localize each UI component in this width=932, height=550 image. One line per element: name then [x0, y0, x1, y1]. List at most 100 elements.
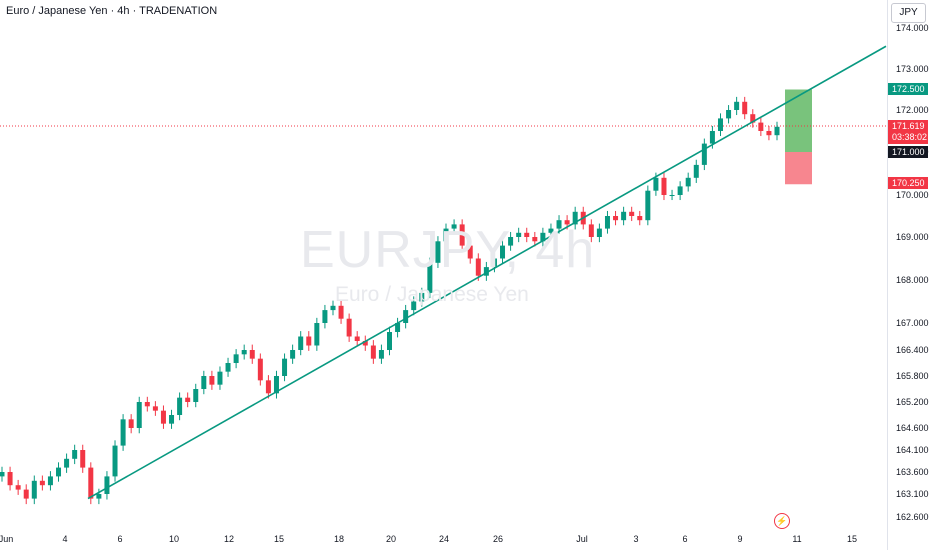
candle-body [387, 332, 392, 350]
candle-body [72, 450, 78, 459]
candle-body [354, 336, 360, 341]
candle-body [467, 245, 473, 259]
candle-body [451, 224, 457, 229]
current-price-tag: 171.619 03:38:02 [888, 120, 928, 144]
candle-body [56, 467, 62, 477]
candle-body [225, 363, 231, 372]
candle-body [653, 177, 659, 191]
name-watermark: Euro / Japanese Yen [335, 283, 529, 306]
x-tick-label: 18 [333, 534, 345, 544]
x-tick-label: 6 [117, 534, 123, 544]
y-tick-label: 162.600 [896, 512, 929, 522]
candle-body [370, 345, 376, 359]
candle-body [338, 305, 344, 319]
candle-body [152, 406, 158, 411]
candle-body [88, 467, 94, 499]
candle-body [483, 267, 489, 276]
candle-body [629, 211, 635, 216]
candle-body [346, 318, 352, 337]
candle-body [524, 232, 530, 237]
candle-body [160, 410, 166, 424]
candle-body [80, 450, 86, 468]
candle-body [31, 480, 37, 499]
candle-body [201, 376, 207, 389]
candle-body [443, 228, 449, 242]
x-tick-label: 15 [846, 534, 858, 544]
candle-body [500, 245, 506, 259]
candle-body [419, 292, 425, 302]
candle-body [241, 350, 247, 355]
y-tick-label: 163.600 [896, 467, 929, 477]
candle-body [508, 237, 514, 246]
candle-body [435, 241, 441, 263]
candle-body [15, 485, 21, 490]
y-tick-label: 169.000 [896, 232, 929, 242]
candle-body [564, 220, 570, 225]
candle-body [112, 445, 118, 477]
y-tick-label: 165.200 [896, 397, 929, 407]
candle-body [96, 494, 102, 499]
candle-body [257, 358, 263, 381]
candle-body [136, 402, 142, 428]
candle-body [47, 476, 53, 486]
candle-body [120, 419, 126, 446]
candle-body [39, 480, 45, 486]
candle-body [766, 131, 772, 136]
candle-body [669, 195, 675, 196]
flash-icon[interactable]: ⚡ [774, 513, 790, 529]
y-tick-label: 165.800 [896, 371, 929, 381]
target-price-tag: 172.500 [888, 83, 928, 95]
symbol-watermark: EURJPY, 4h [300, 221, 596, 279]
x-tick-label: Jul [576, 534, 588, 544]
y-tick-label: 167.000 [896, 318, 929, 328]
candle-body [7, 472, 13, 486]
candle-body [758, 122, 764, 131]
candle-body [169, 415, 175, 424]
candle-body [209, 376, 215, 385]
candle-body [661, 177, 667, 195]
chart-plot-area[interactable] [0, 0, 888, 550]
y-tick-label: 170.000 [896, 190, 929, 200]
candle-body [362, 341, 368, 346]
candle-body [726, 110, 732, 119]
x-tick-label: 24 [438, 534, 450, 544]
stop-zone [785, 152, 812, 185]
x-tick-label: 20 [385, 534, 397, 544]
x-tick-label: Jun [0, 534, 14, 544]
candle-body [233, 354, 239, 363]
candle-body [475, 258, 481, 276]
x-tick-label: 26 [492, 534, 504, 544]
candle-body [637, 216, 643, 221]
candle-body [411, 301, 417, 311]
countdown-value: 03:38:02 [892, 132, 928, 142]
candle-body [491, 258, 497, 268]
candle-body [193, 389, 199, 402]
x-tick-label: 11 [792, 534, 802, 544]
candle-body [709, 131, 715, 144]
candle-body [128, 419, 134, 428]
y-tick-label: 172.000 [896, 105, 929, 115]
y-tick-label: 163.100 [896, 489, 929, 499]
candle-body [685, 177, 691, 187]
y-tick-label: 166.400 [896, 345, 929, 355]
current-price-value: 171.619 [892, 121, 925, 131]
target-zone [785, 89, 812, 152]
y-tick-label: 164.100 [896, 445, 929, 455]
candle-body [330, 305, 336, 311]
candle-body [734, 101, 740, 110]
candle-body [596, 228, 602, 237]
candle-body [572, 211, 578, 225]
candle-body [403, 310, 409, 323]
candle-body [613, 216, 619, 221]
x-tick-label: 3 [633, 534, 639, 544]
candle-body [185, 397, 191, 402]
candle-body [104, 476, 110, 494]
candle-body [532, 237, 538, 242]
candle-body [588, 224, 594, 237]
currency-button[interactable]: JPY [891, 3, 926, 23]
candle-body [144, 402, 150, 407]
candle-body [298, 336, 304, 350]
x-tick-label: 12 [223, 534, 235, 544]
candle-body [693, 164, 699, 178]
y-tick-label: 174.000 [896, 23, 929, 33]
